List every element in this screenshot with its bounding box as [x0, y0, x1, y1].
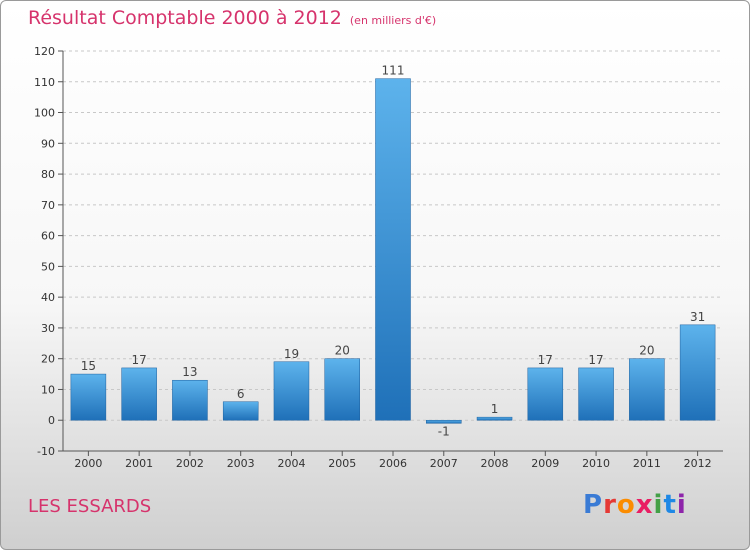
chart-unit: (en milliers d'€)	[349, 14, 437, 27]
y-tick-label: 100	[34, 107, 55, 120]
bar	[273, 361, 310, 421]
y-tick-label: 110	[34, 76, 55, 89]
x-tick-label: 2002	[176, 457, 204, 470]
y-tick-label: 90	[41, 137, 55, 150]
proxiti-logo: Proxiti	[583, 490, 687, 520]
x-tick-label: 2008	[481, 457, 509, 470]
x-tick-label: 2010	[582, 457, 610, 470]
data-label: 20	[335, 344, 350, 358]
data-label: 15	[81, 359, 96, 373]
x-tick-label: 2001	[125, 457, 153, 470]
x-tick-label: 2012	[684, 457, 712, 470]
chart-title: Résultat Comptable 2000 à 2012	[28, 7, 342, 29]
logo-letter: r	[603, 490, 617, 520]
x-tick-label: 2000	[74, 457, 102, 470]
bar	[629, 358, 665, 421]
logo-letter: x	[635, 490, 654, 520]
y-tick-label: 120	[34, 45, 55, 58]
x-tick-label: 2004	[277, 457, 305, 470]
data-label: -1	[438, 424, 450, 438]
y-tick-label: -10	[37, 445, 55, 458]
label-layer: 15 17 13 6 19 20 111 -1 1 17 17 20 31	[81, 64, 706, 439]
bar	[426, 419, 462, 424]
x-tick-label: 2011	[633, 457, 661, 470]
bar-layer	[70, 78, 716, 424]
y-tick-label: 40	[41, 291, 55, 304]
x-tick-label: 2009	[531, 457, 559, 470]
y-tick-label: 10	[41, 383, 55, 396]
y-tick-label: 0	[48, 414, 55, 427]
bar	[375, 78, 411, 421]
data-label: 1	[491, 402, 499, 416]
bar	[172, 379, 208, 421]
x-tick-label: 2005	[328, 457, 356, 470]
y-tick-label: 30	[41, 322, 55, 335]
logo-letter: i	[653, 490, 664, 520]
bar	[324, 358, 360, 421]
data-label: 17	[588, 353, 603, 367]
y-tick-label: 70	[41, 199, 55, 212]
bar	[70, 373, 107, 421]
bar	[679, 324, 716, 421]
data-label: 20	[639, 344, 654, 358]
bar	[527, 367, 564, 421]
x-tick-label: 2007	[430, 457, 458, 470]
y-tick-label: 50	[41, 260, 55, 273]
data-label: 17	[132, 353, 147, 367]
bar	[222, 401, 259, 421]
logo-letter: o	[616, 490, 636, 520]
logo-letter: t	[663, 490, 677, 520]
chart-title-block: Résultat Comptable 2000 à 2012 (en millie…	[28, 7, 436, 29]
bar	[121, 367, 157, 421]
commune-name: LES ESSARDS	[28, 496, 152, 517]
y-tick-label: 20	[41, 353, 55, 366]
data-label: 31	[690, 310, 705, 324]
data-label: 17	[538, 353, 553, 367]
logo-letter: P	[583, 490, 604, 520]
x-tick-label: 2003	[227, 457, 255, 470]
bar	[578, 367, 614, 421]
x-tick-label: 2006	[379, 457, 407, 470]
y-tick-label: 60	[41, 230, 55, 243]
y-tick-label: 80	[41, 168, 55, 181]
bar	[476, 416, 513, 421]
data-label: 111	[382, 64, 405, 78]
data-label: 19	[284, 347, 299, 361]
data-label: 13	[182, 365, 197, 379]
logo-letter: i	[676, 490, 687, 520]
data-label: 6	[237, 387, 245, 401]
